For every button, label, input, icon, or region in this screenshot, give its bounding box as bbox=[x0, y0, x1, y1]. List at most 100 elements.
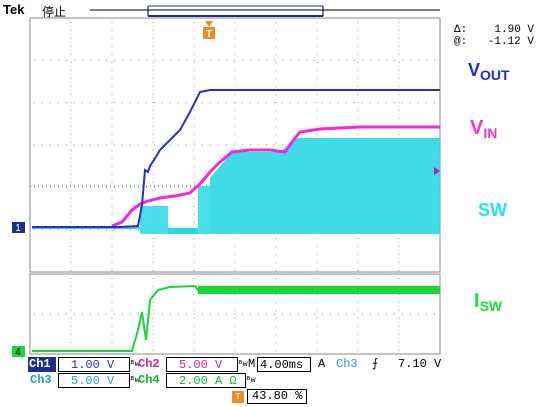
grid-dot bbox=[111, 30, 113, 31]
grid-dot bbox=[146, 59, 147, 61]
grid-dot bbox=[234, 350, 236, 351]
grid-dot bbox=[178, 313, 179, 315]
grid-dot bbox=[234, 302, 236, 303]
grid-dot bbox=[178, 144, 179, 146]
grid-dot bbox=[234, 46, 236, 47]
grid-dot bbox=[42, 186, 43, 188]
grid-dot bbox=[70, 110, 72, 111]
grid-dot bbox=[34, 144, 35, 146]
grid-dot bbox=[275, 326, 277, 327]
grid-dot bbox=[274, 102, 275, 104]
grid-dot bbox=[275, 142, 277, 143]
trigger-position-marker[interactable]: T bbox=[203, 21, 215, 40]
grid-dot bbox=[70, 142, 72, 143]
grid-dot bbox=[70, 38, 72, 39]
grid-dot bbox=[357, 22, 359, 23]
grid-dot bbox=[193, 142, 195, 143]
ch1-ground-marker[interactable]: 1 bbox=[12, 222, 25, 234]
grid-dot bbox=[357, 334, 359, 335]
grid-dot bbox=[90, 229, 91, 231]
grid-dot bbox=[146, 186, 147, 188]
trigger-mode[interactable]: A bbox=[318, 357, 326, 371]
grid-dot bbox=[282, 144, 283, 146]
grid-dot bbox=[357, 46, 359, 47]
trigger-position-value[interactable]: 43.80 % bbox=[247, 389, 308, 404]
grid-dot bbox=[130, 313, 131, 315]
ch4-name[interactable]: Ch4 bbox=[138, 373, 160, 387]
grid-dot bbox=[70, 318, 72, 319]
grid-dot bbox=[70, 214, 72, 215]
grid-dot bbox=[357, 118, 359, 119]
grid-dot bbox=[370, 59, 371, 61]
grid-dot bbox=[314, 313, 315, 315]
grid-dot bbox=[275, 38, 277, 39]
ch1-scale[interactable]: 1.00 V bbox=[58, 357, 130, 372]
ch3-scale[interactable]: 5.00 V bbox=[58, 373, 130, 388]
grid-dot bbox=[378, 59, 379, 61]
grid-dot bbox=[152, 30, 154, 31]
grid-dot bbox=[58, 186, 59, 188]
grid-dot bbox=[111, 214, 113, 215]
grid-dot bbox=[275, 246, 277, 247]
grid-dot bbox=[193, 214, 195, 215]
grid-dot bbox=[193, 318, 195, 319]
cursor-delta-value: 1.90 V bbox=[494, 24, 534, 36]
grid-dot bbox=[316, 334, 318, 335]
grid-dot bbox=[111, 54, 113, 55]
trigger-slope-icon[interactable]: ⨍ bbox=[372, 357, 379, 371]
grid-dot bbox=[242, 59, 243, 61]
grid-dot bbox=[290, 313, 291, 315]
grid-dot bbox=[266, 313, 267, 315]
trigger-source[interactable]: Ch3 bbox=[336, 357, 358, 371]
grid-dot bbox=[357, 94, 359, 95]
grid-dot bbox=[275, 318, 277, 319]
grid-dot bbox=[111, 38, 113, 39]
grid-dot bbox=[70, 310, 72, 311]
grid-dot bbox=[394, 59, 395, 61]
grid-dot bbox=[410, 59, 411, 61]
grid-dot bbox=[398, 102, 400, 103]
grid-dot bbox=[111, 134, 113, 135]
grid-dot bbox=[111, 278, 113, 279]
grid-dot bbox=[70, 46, 72, 47]
grid-dot bbox=[70, 158, 72, 159]
grid-dot bbox=[357, 62, 359, 63]
grid-dot bbox=[66, 59, 67, 61]
grid-dot bbox=[282, 102, 283, 104]
acquisition-state: 停止 bbox=[42, 5, 67, 19]
grid-dot bbox=[170, 102, 171, 104]
ch2-scale[interactable]: 5.00 V bbox=[166, 357, 238, 372]
grid-dot bbox=[282, 313, 283, 315]
grid-dot bbox=[193, 46, 195, 47]
grid-dot bbox=[70, 134, 72, 135]
grid-dot bbox=[90, 186, 91, 188]
trigger-level-marker[interactable] bbox=[434, 167, 440, 175]
ch1-name[interactable]: Ch1 bbox=[28, 357, 56, 372]
trigger-level[interactable]: 7.10 V bbox=[398, 357, 442, 371]
grid-dot bbox=[111, 182, 113, 183]
grid-dot bbox=[111, 302, 113, 303]
grid-dot bbox=[357, 310, 359, 311]
timebase[interactable]: 4.00ms bbox=[257, 357, 311, 372]
ch3-name[interactable]: Ch3 bbox=[30, 373, 52, 387]
grid-dot bbox=[234, 78, 236, 79]
grid-dot bbox=[70, 166, 72, 167]
grid-dot bbox=[418, 59, 419, 61]
grid-dot bbox=[70, 94, 72, 95]
grid-dot bbox=[152, 166, 154, 167]
grid-dot bbox=[316, 326, 318, 327]
grid-dot bbox=[98, 102, 99, 104]
grid-dot bbox=[193, 110, 195, 111]
grid-dot bbox=[58, 229, 59, 231]
ch4-ground-marker[interactable]: 4 bbox=[12, 346, 25, 358]
grid-dot bbox=[193, 270, 195, 271]
grid-dot bbox=[275, 270, 277, 271]
grid-dot bbox=[114, 59, 115, 61]
grid-dot bbox=[111, 262, 113, 263]
grid-dot bbox=[114, 186, 115, 188]
ch2-name[interactable]: Ch2 bbox=[138, 357, 160, 371]
grid-dot bbox=[170, 186, 171, 188]
grid-dot bbox=[122, 186, 123, 188]
grid-dot bbox=[114, 144, 115, 146]
ch4-scale[interactable]: 2.00 A Ω bbox=[166, 373, 246, 388]
